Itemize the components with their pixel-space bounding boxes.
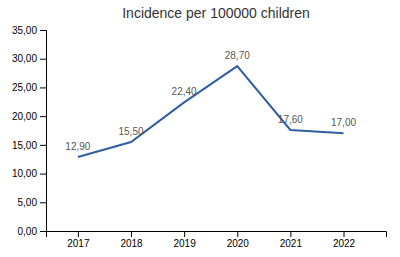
data-label: 17,00 — [331, 117, 356, 128]
y-tick: 15,00 — [12, 140, 46, 151]
marks — [78, 66, 344, 157]
tick-mark — [131, 231, 132, 237]
tick-label: 2017 — [67, 238, 90, 249]
y-tick: 20,00 — [12, 111, 46, 122]
tick-label: 25,00 — [12, 82, 37, 93]
y-axis: 0,00 5,00 10,00 15,00 20,00 25,00 30,00 35,00 — [12, 25, 47, 237]
y-tick: 5,00 — [18, 197, 46, 208]
tick-label: 2022 — [333, 238, 356, 249]
tick-mark — [40, 231, 46, 232]
x-axis: 2017 2018 2019 2020 2021 2022 — [47, 231, 387, 249]
x-tick: 2022 — [333, 231, 356, 249]
tick-label: 5,00 — [18, 197, 38, 208]
x-tick: 2017 — [67, 231, 90, 249]
data-label: 12,90 — [65, 141, 90, 152]
axis-line — [47, 232, 387, 238]
data-labels: 12,90 15,50 22,40 28,70 17,60 17,00 — [65, 50, 356, 152]
y-tick: 35,00 — [12, 25, 46, 36]
tick-mark — [78, 231, 79, 237]
tick-label: 35,00 — [12, 25, 37, 36]
tick-label: 10,00 — [12, 168, 37, 179]
tick-mark — [237, 231, 238, 237]
tick-label: 0,00 — [18, 226, 38, 237]
tick-mark — [344, 231, 345, 237]
tick-label: 2021 — [280, 238, 303, 249]
x-tick: 2021 — [280, 231, 303, 249]
x-tick: 2020 — [227, 231, 250, 249]
y-tick: 25,00 — [12, 82, 46, 93]
tick-mark — [40, 116, 46, 117]
tick-mark — [40, 87, 46, 88]
data-label: 15,50 — [118, 126, 143, 137]
y-tick: 0,00 — [18, 226, 46, 237]
data-label: 17,60 — [278, 114, 303, 125]
y-tick: 30,00 — [12, 53, 46, 64]
tick-label: 30,00 — [12, 53, 37, 64]
tick-mark — [40, 174, 46, 175]
tick-mark — [40, 145, 46, 146]
chart: 2017 2018 2019 2020 2021 2022 0,00 5,00 10,00 15,… — [0, 0, 400, 257]
data-label: 22,40 — [172, 86, 197, 97]
tick-label: 2020 — [227, 238, 250, 249]
tick-mark — [40, 59, 46, 60]
data-label: 28,70 — [225, 50, 250, 61]
x-tick: 2019 — [174, 231, 197, 249]
tick-label: 20,00 — [12, 111, 37, 122]
tick-label: 2018 — [120, 238, 143, 249]
tick-mark — [40, 202, 46, 203]
axis-line — [40, 31, 47, 232]
tick-mark — [184, 231, 185, 237]
tick-label: 2019 — [174, 238, 197, 249]
tick-mark — [40, 30, 46, 31]
tick-mark — [290, 231, 291, 237]
line — [78, 66, 344, 157]
x-tick: 2018 — [120, 231, 143, 249]
tick-label: 15,00 — [12, 140, 37, 151]
y-tick: 10,00 — [12, 168, 46, 179]
title: Incidence per 100000 children — [122, 5, 310, 21]
plot: 2017 2018 2019 2020 2021 2022 0,00 5,00 10,00 15,… — [12, 25, 387, 249]
